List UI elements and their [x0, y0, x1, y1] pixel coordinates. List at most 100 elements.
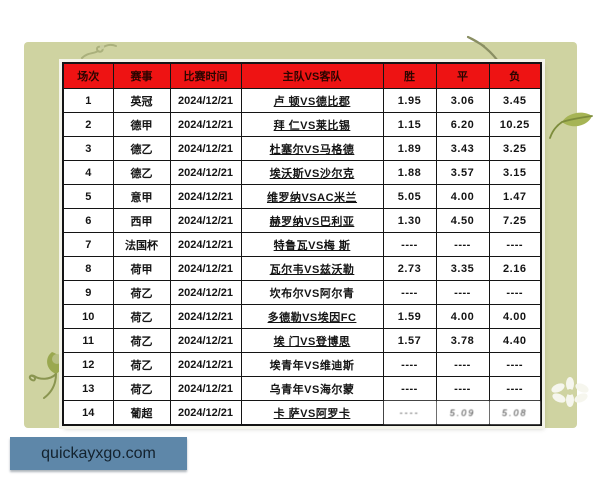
cell-match-no: 4 — [62, 160, 114, 185]
cell-match-link[interactable]: 赫罗纳VS巴利亚 — [240, 208, 384, 233]
cell-date: 2024/12/21 — [169, 256, 242, 281]
cell-odds-win: 1.95 — [382, 88, 437, 113]
col-header-lose: 负 — [488, 62, 542, 89]
cell-odds-lose: ---- — [488, 232, 542, 257]
cell-odds-win: 2.73 — [382, 256, 437, 281]
site-watermark-text: quickayxgo.com — [41, 444, 156, 462]
table-row: 6 西甲 2024/12/21 赫罗纳VS巴利亚 1.30 4.50 7.25 — [62, 208, 542, 233]
cell-match-no: 6 — [62, 208, 114, 233]
cell-match-no: 2 — [62, 112, 114, 137]
cell-odds-lose: 5.08 — [488, 400, 542, 426]
cell-odds-lose: 3.25 — [488, 136, 542, 161]
cell-odds-win: ---- — [382, 352, 437, 377]
cell-match-no: 1 — [62, 88, 114, 113]
cell-odds-win: 1.15 — [382, 112, 437, 137]
cell-league: 德甲 — [112, 112, 171, 137]
cell-match-link[interactable]: 埃 门VS登博思 — [240, 328, 384, 353]
table-row: 1 英冠 2024/12/21 卢 顿VS德比郡 1.95 3.06 3.45 — [62, 88, 542, 113]
cell-match-link[interactable]: 特鲁瓦VS梅 斯 — [240, 232, 384, 257]
cell-odds-draw: 3.57 — [435, 160, 490, 185]
cell-match-no: 5 — [62, 184, 114, 209]
cell-date: 2024/12/21 — [169, 184, 242, 209]
cell-match-no: 8 — [62, 256, 114, 281]
cell-odds-draw: 3.78 — [435, 328, 490, 353]
col-header-win: 胜 — [382, 62, 437, 89]
cell-odds-win: 1.59 — [382, 304, 437, 329]
cell-match-link[interactable]: 维罗纳VSAC米兰 — [240, 184, 384, 209]
cell-odds-win: ---- — [382, 280, 437, 305]
cell-date: 2024/12/21 — [169, 208, 242, 233]
cell-date: 2024/12/21 — [169, 304, 242, 329]
cell-match-link[interactable]: 杜塞尔VS马格德 — [240, 136, 384, 161]
cell-date: 2024/12/21 — [169, 232, 242, 257]
table-row: 11 荷乙 2024/12/21 埃 门VS登博思 1.57 3.78 4.40 — [62, 328, 542, 353]
cell-odds-lose: 3.15 — [488, 160, 542, 185]
cell-odds-lose: 7.25 — [488, 208, 542, 233]
cell-match-link: 乌青年VS海尔蒙 — [240, 376, 384, 401]
cell-match-no: 12 — [62, 352, 114, 377]
table-body: 1 英冠 2024/12/21 卢 顿VS德比郡 1.95 3.06 3.45 … — [62, 88, 542, 426]
cell-match-no: 14 — [62, 400, 114, 426]
cell-odds-draw: ---- — [435, 280, 490, 305]
cell-match-link: 坎布尔VS阿尔青 — [240, 280, 384, 305]
cell-odds-draw: 6.20 — [435, 112, 490, 137]
cell-date: 2024/12/21 — [169, 112, 242, 137]
cell-match-no: 13 — [62, 376, 114, 401]
cell-league: 法国杯 — [112, 232, 171, 257]
cell-odds-lose: ---- — [488, 376, 542, 401]
col-header-draw: 平 — [435, 62, 490, 89]
col-header-teams: 主队VS客队 — [240, 62, 384, 89]
cell-odds-lose: 4.00 — [488, 304, 542, 329]
table-row: 3 德乙 2024/12/21 杜塞尔VS马格德 1.89 3.43 3.25 — [62, 136, 542, 161]
cell-league: 英冠 — [112, 88, 171, 113]
cell-date: 2024/12/21 — [169, 376, 242, 401]
cell-odds-win: ---- — [382, 232, 437, 257]
cell-date: 2024/12/21 — [169, 352, 242, 377]
cell-match-no: 7 — [62, 232, 114, 257]
cell-odds-win: 1.88 — [382, 160, 437, 185]
cell-odds-draw: ---- — [435, 352, 490, 377]
cell-match-link[interactable]: 卡 萨VS阿罗卡 — [240, 400, 384, 426]
cell-odds-draw: 4.50 — [435, 208, 490, 233]
cell-odds-lose: 10.25 — [488, 112, 542, 137]
cell-odds-win: ---- — [382, 376, 437, 401]
cell-odds-lose: 4.40 — [488, 328, 542, 353]
table-row: 7 法国杯 2024/12/21 特鲁瓦VS梅 斯 ---- ---- ---- — [62, 232, 542, 257]
table-row: 2 德甲 2024/12/21 拜 仁VS莱比锡 1.15 6.20 10.25 — [62, 112, 542, 137]
odds-table: 场次 赛事 比赛时间 主队VS客队 胜 平 负 1 英冠 2024/12/21 … — [59, 59, 545, 429]
cell-league: 荷乙 — [112, 376, 171, 401]
cell-date: 2024/12/21 — [169, 280, 242, 305]
cell-league: 荷乙 — [112, 280, 171, 305]
cell-odds-lose: 3.45 — [488, 88, 542, 113]
cell-odds-draw: ---- — [435, 232, 490, 257]
cell-league: 荷乙 — [112, 352, 171, 377]
table-row: 14 葡超 2024/12/21 卡 萨VS阿罗卡 ---- 5.09 5.08 — [62, 400, 542, 426]
cell-match-link[interactable]: 卢 顿VS德比郡 — [240, 88, 384, 113]
cell-league: 葡超 — [112, 400, 171, 426]
cell-match-link[interactable]: 瓦尔韦VS兹沃勒 — [240, 256, 384, 281]
cell-odds-draw: 3.35 — [435, 256, 490, 281]
cell-odds-draw: 4.00 — [435, 304, 490, 329]
cell-odds-win: ---- — [382, 400, 437, 426]
cell-odds-lose: ---- — [488, 280, 542, 305]
cell-league: 意甲 — [112, 184, 171, 209]
cell-date: 2024/12/21 — [169, 160, 242, 185]
table-row: 10 荷乙 2024/12/21 多德勒VS埃因FC 1.59 4.00 4.0… — [62, 304, 542, 329]
cell-match-link[interactable]: 埃沃斯VS沙尔克 — [240, 160, 384, 185]
cell-date: 2024/12/21 — [169, 400, 242, 426]
col-header-match-time: 比赛时间 — [169, 62, 242, 89]
cell-odds-draw: 4.00 — [435, 184, 490, 209]
cell-match-link[interactable]: 多德勒VS埃因FC — [240, 304, 384, 329]
cell-date: 2024/12/21 — [169, 88, 242, 113]
cell-league: 德乙 — [112, 160, 171, 185]
cell-league: 荷甲 — [112, 256, 171, 281]
cell-league: 西甲 — [112, 208, 171, 233]
cell-odds-lose: 1.47 — [488, 184, 542, 209]
table-header-row: 场次 赛事 比赛时间 主队VS客队 胜 平 负 — [62, 62, 542, 89]
table-row: 4 德乙 2024/12/21 埃沃斯VS沙尔克 1.88 3.57 3.15 — [62, 160, 542, 185]
cell-match-link[interactable]: 拜 仁VS莱比锡 — [240, 112, 384, 137]
site-watermark: quickayxgo.com — [10, 437, 187, 470]
cell-league: 德乙 — [112, 136, 171, 161]
cell-league: 荷乙 — [112, 304, 171, 329]
cell-odds-draw: 3.06 — [435, 88, 490, 113]
